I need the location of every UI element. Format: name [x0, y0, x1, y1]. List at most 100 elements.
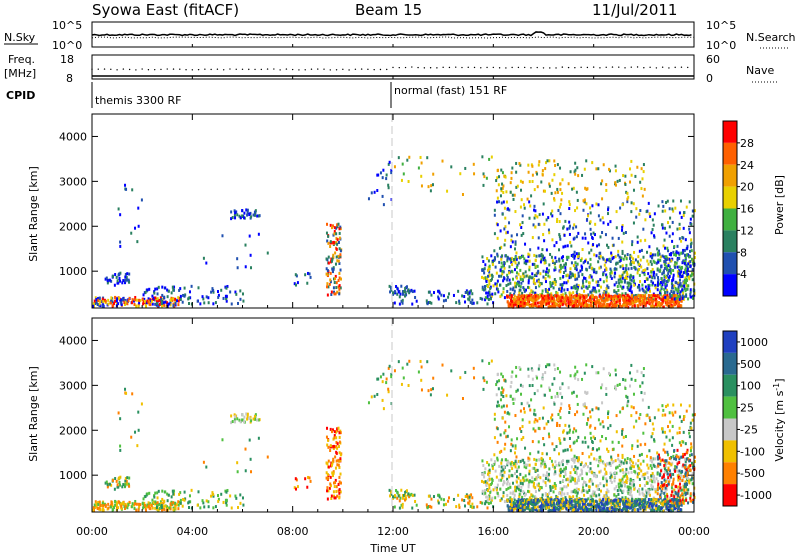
range-cell	[650, 294, 652, 297]
range-cell	[400, 497, 402, 500]
range-cell	[563, 264, 565, 267]
range-cell	[442, 160, 444, 163]
range-cell	[418, 370, 420, 373]
range-cell	[608, 295, 610, 298]
range-cell	[237, 506, 239, 509]
range-cell	[457, 494, 459, 497]
range-cell	[598, 203, 600, 206]
range-cell	[339, 441, 341, 444]
range-cell	[551, 256, 553, 259]
nave-point	[549, 67, 550, 68]
range-cell	[428, 291, 430, 294]
range-cell	[389, 285, 391, 288]
range-cell	[692, 215, 694, 218]
range-cell	[657, 507, 659, 510]
nave-point	[367, 69, 368, 70]
range-cell	[627, 281, 629, 284]
range-cell	[565, 303, 567, 306]
range-cell	[527, 198, 529, 201]
range-cell	[613, 289, 615, 292]
range-cell	[414, 500, 416, 503]
range-cell	[623, 475, 625, 478]
range-cell	[577, 467, 579, 470]
range-cell	[659, 297, 661, 300]
range-cell	[651, 480, 653, 483]
range-cell	[503, 201, 505, 204]
range-cell	[574, 278, 576, 281]
range-cell	[205, 262, 207, 265]
range-cell	[538, 236, 540, 239]
range-cell	[105, 300, 107, 303]
range-cell	[532, 236, 534, 239]
range-cell	[392, 495, 394, 498]
range-cell	[508, 302, 510, 305]
range-cell	[581, 273, 583, 276]
nave-tick-top: 60	[706, 53, 720, 66]
range-cell	[677, 303, 679, 306]
range-cell	[684, 279, 686, 282]
range-cell	[566, 281, 568, 284]
range-cell	[603, 163, 605, 166]
range-cell	[496, 189, 498, 192]
range-cell	[221, 438, 223, 441]
range-cell	[488, 463, 490, 466]
range-cell	[545, 484, 547, 487]
range-cell	[534, 486, 536, 489]
range-cell	[328, 262, 330, 265]
range-cell	[327, 498, 329, 501]
range-cell	[380, 375, 382, 378]
range-cell	[622, 203, 624, 206]
range-cell	[648, 294, 650, 297]
range-cell	[511, 270, 513, 273]
nave-point	[236, 69, 237, 70]
range-cell	[595, 485, 597, 488]
range-cell	[674, 207, 676, 210]
range-cell	[326, 427, 328, 430]
range-cell	[577, 263, 579, 266]
range-cell	[553, 298, 555, 301]
range-cell	[655, 490, 657, 493]
range-cell	[564, 220, 566, 223]
range-cell	[428, 495, 430, 498]
range-cell	[679, 211, 681, 214]
range-cell	[327, 274, 329, 277]
range-cell	[241, 418, 243, 421]
range-cell	[630, 287, 632, 290]
range-cell	[497, 492, 499, 495]
range-cell	[634, 175, 636, 178]
range-cell	[163, 500, 165, 503]
range-cell	[502, 483, 504, 486]
range-cell	[304, 273, 306, 276]
range-cell	[295, 488, 297, 491]
range-cell	[646, 267, 648, 270]
range-cell	[516, 481, 518, 484]
range-cell	[577, 232, 579, 235]
range-cell	[498, 275, 500, 278]
range-cell	[168, 290, 170, 293]
range-cell	[148, 505, 150, 508]
range-cell	[549, 485, 551, 488]
range-cell	[606, 258, 608, 261]
range-cell	[335, 286, 337, 289]
range-cell	[644, 188, 646, 191]
range-cell	[336, 243, 338, 246]
range-cell	[622, 174, 624, 177]
range-cell	[622, 471, 624, 474]
range-cell	[503, 465, 505, 468]
range-cell	[178, 504, 180, 507]
range-cell	[408, 180, 410, 183]
range-cell	[496, 476, 498, 479]
range-cell	[559, 206, 561, 209]
range-cell	[124, 279, 126, 282]
range-cell	[394, 494, 396, 497]
range-cell	[335, 490, 337, 493]
range-cell	[421, 365, 423, 368]
nave-point	[154, 69, 155, 70]
range-cell	[180, 502, 182, 505]
range-cell	[632, 257, 634, 260]
range-cell	[515, 300, 517, 303]
range-cell	[465, 495, 467, 498]
range-cell	[686, 253, 688, 256]
range-cell	[310, 480, 312, 483]
range-cell	[670, 463, 672, 466]
